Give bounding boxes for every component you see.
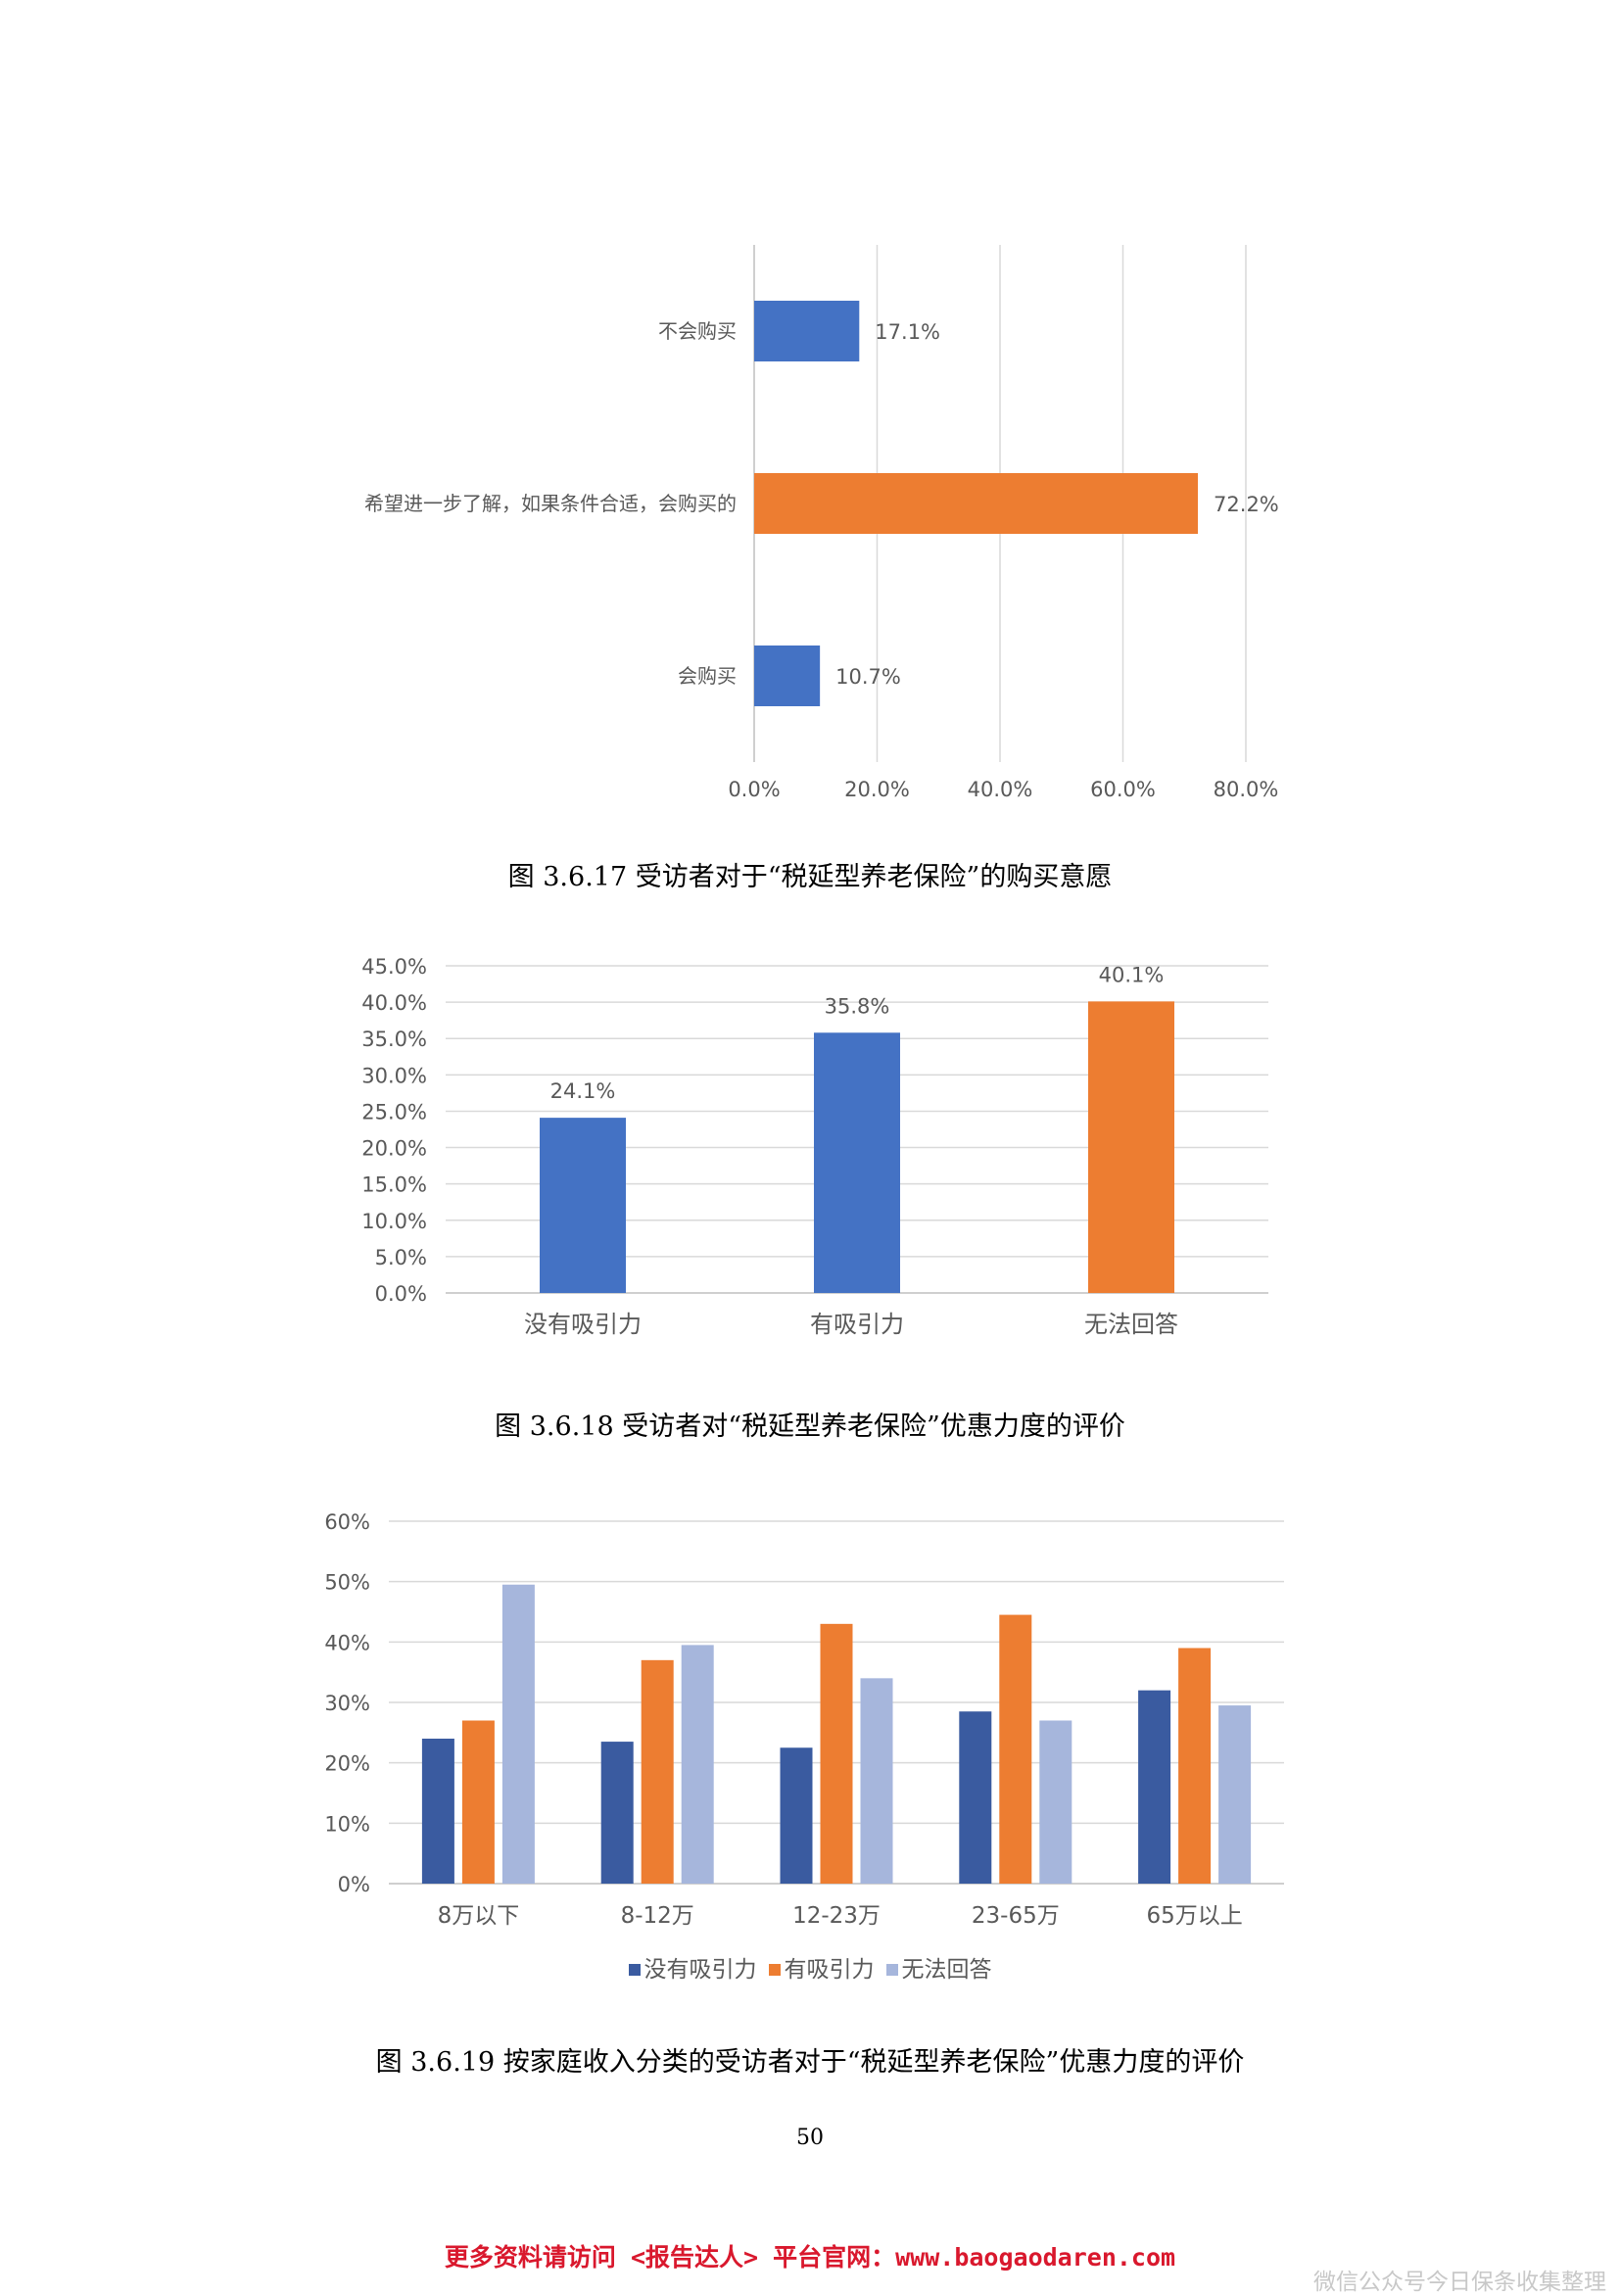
bar [681, 1645, 714, 1884]
data-label: 17.1% [875, 320, 940, 344]
y-tick-label: 15.0% [361, 1173, 427, 1197]
bar [999, 1614, 1032, 1884]
bar [1039, 1720, 1072, 1884]
chart-incentive-by-income: 0% 10% 20% 30% 40% 50% 60% 8万以下 8-12万 12-23万 23-65… [324, 1510, 1284, 1929]
y-tick-label: 35.0% [361, 1028, 427, 1051]
y-tick-label: 60% [324, 1510, 370, 1534]
bar [754, 301, 860, 361]
bar [860, 1678, 893, 1884]
y-tick-label: 25.0% [361, 1100, 427, 1124]
footer-website-link[interactable]: 更多资料请访问 <报告达人> 平台官网：www.baogaodaren.com [444, 2243, 1176, 2272]
bar [1138, 1690, 1171, 1884]
figure-caption-3-6-17: 图 3.6.17 受访者对于“税延型养老保险”的购买意愿 [507, 862, 1113, 892]
figure-caption-3-6-18: 图 3.6.18 受访者对“税延型养老保险”优惠力度的评价 [495, 1411, 1125, 1442]
bar [1218, 1705, 1252, 1884]
bar [754, 646, 821, 706]
data-label: 40.1% [1099, 963, 1165, 986]
bar [780, 1747, 813, 1884]
y-tick-label: 10.0% [361, 1210, 427, 1233]
y-tick-label: 0% [338, 1873, 370, 1896]
x-tick-label: 40.0% [968, 778, 1033, 801]
legend-item: 有吸引力 [768, 1950, 875, 1984]
legend-swatch [628, 1964, 641, 1976]
x-tick-label: 0.0% [728, 778, 780, 801]
y-tick-label: 40.0% [361, 991, 427, 1015]
y-category-label: 会购买 [678, 664, 737, 688]
bar [600, 1742, 634, 1884]
legend-item: 无法回答 [885, 1950, 992, 1984]
x-tick-label: 60.0% [1090, 778, 1156, 801]
bar [540, 1118, 626, 1293]
x-category-label: 有吸引力 [810, 1311, 904, 1338]
chart-purchase-intention: 0.0% 20.0% 40.0% 60.0% 80.0% 不会购买 17.1% 希望进一步了解… [364, 245, 1279, 801]
legend-label: 没有吸引力 [643, 1957, 757, 1983]
figure-caption-3-6-19: 图 3.6.19 按家庭收入分类的受访者对于“税延型养老保险”优惠力度的评价 [375, 2047, 1245, 2078]
x-category-label: 8-12万 [621, 1903, 694, 1929]
y-tick-label: 20% [324, 1752, 370, 1776]
page-number: 50 [796, 2126, 824, 2150]
bar [461, 1720, 495, 1884]
y-category-label: 希望进一步了解，如果条件合适，会购买的 [364, 492, 737, 515]
bar [814, 1032, 900, 1293]
x-category-label: 没有吸引力 [524, 1311, 642, 1338]
x-tick-label: 20.0% [844, 778, 910, 801]
legend-swatch [885, 1964, 898, 1976]
chart-legend: 没有吸引力 有吸引力 无法回答 [0, 1950, 1620, 1984]
y-tick-label: 40% [324, 1631, 370, 1654]
legend-item: 没有吸引力 [628, 1950, 757, 1984]
chart-incentive-evaluation: 0.0% 5.0% 10.0% 15.0% 20.0% 25.0% 30.0% 35.0% 40… [361, 955, 1268, 1338]
x-category-label: 无法回答 [1084, 1311, 1178, 1338]
bar [1088, 1001, 1174, 1293]
y-tick-label: 20.0% [361, 1137, 427, 1161]
bar [421, 1739, 454, 1884]
data-label: 10.7% [835, 665, 901, 689]
y-category-label: 不会购买 [658, 319, 737, 343]
data-label: 35.8% [825, 994, 890, 1018]
bar [641, 1659, 674, 1884]
x-tick-label: 80.0% [1214, 778, 1279, 801]
data-label: 24.1% [550, 1079, 616, 1103]
y-tick-label: 30% [324, 1692, 370, 1715]
legend-swatch [768, 1964, 781, 1976]
x-category-label: 8万以下 [438, 1903, 520, 1929]
y-tick-label: 10% [324, 1812, 370, 1836]
bar [820, 1623, 853, 1884]
y-tick-label: 5.0% [375, 1246, 427, 1269]
x-category-label: 23-65万 [972, 1903, 1060, 1929]
y-tick-label: 0.0% [375, 1282, 427, 1306]
bar [1178, 1648, 1212, 1884]
x-category-label: 12-23万 [792, 1903, 881, 1929]
y-tick-label: 45.0% [361, 955, 427, 979]
legend-label: 有吸引力 [784, 1957, 875, 1983]
x-category-label: 65万以上 [1146, 1903, 1242, 1929]
y-tick-label: 30.0% [361, 1064, 427, 1087]
bar [959, 1711, 992, 1884]
y-tick-label: 50% [324, 1571, 370, 1595]
bar [501, 1584, 535, 1884]
legend-label: 无法回答 [901, 1957, 992, 1983]
bar [754, 473, 1199, 534]
data-label: 72.2% [1214, 493, 1279, 516]
